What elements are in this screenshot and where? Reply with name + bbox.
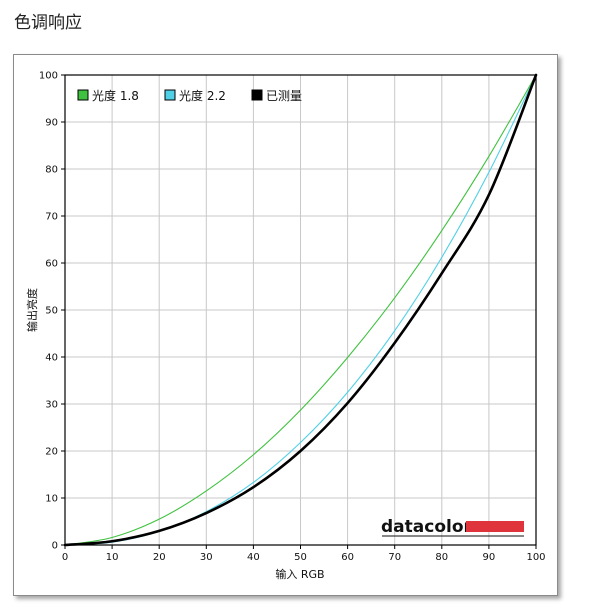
x-tick-label: 60 <box>341 552 354 563</box>
y-tick-label: 70 <box>45 212 58 223</box>
y-axis-title: 输出亮度 <box>25 288 39 332</box>
brand-wordmark: datacolor <box>381 517 473 537</box>
legend-swatch <box>164 89 176 101</box>
y-axis-ticks: 0 10 20 30 40 50 60 70 80 90 100 <box>39 71 65 552</box>
series-line-3 <box>63 73 538 547</box>
datacolor-logo: datacolor <box>381 517 524 537</box>
x-tick-label: 20 <box>153 552 166 563</box>
x-tick-label: 70 <box>388 552 401 563</box>
brand-accent-bar <box>466 521 524 532</box>
y-tick-label: 80 <box>45 165 58 176</box>
x-tick-label: 40 <box>247 552 260 563</box>
series-line-1 <box>64 74 537 546</box>
x-tick-label: 100 <box>526 552 545 563</box>
x-axis-ticks: 0 10 20 30 40 50 60 70 80 90 100 <box>62 545 546 563</box>
legend-label: 光度 1.8 <box>92 88 139 103</box>
x-tick-label: 90 <box>483 552 496 563</box>
y-tick-label: 30 <box>45 400 58 411</box>
y-tick-label: 60 <box>45 259 58 270</box>
x-tick-label: 30 <box>200 552 213 563</box>
y-tick-label: 100 <box>39 71 58 82</box>
chart-svg: 0 10 20 30 40 50 60 70 80 90 100 0 10 20 30 40 50 60 70 80… <box>25 71 546 582</box>
y-tick-label: 90 <box>45 118 58 129</box>
legend-label: 已测量 <box>266 89 302 103</box>
page-title: 色调响应 <box>14 13 82 33</box>
legend-swatch <box>251 89 263 101</box>
legend-swatch <box>77 89 89 101</box>
y-tick-label: 40 <box>45 353 58 364</box>
legend-label: 光度 2.2 <box>179 88 226 103</box>
x-tick-label: 10 <box>106 552 119 563</box>
x-tick-label: 50 <box>294 552 307 563</box>
series-lines <box>63 73 538 547</box>
x-axis-title: 输入 RGB <box>275 567 324 581</box>
x-tick-label: 0 <box>62 552 68 563</box>
y-tick-label: 10 <box>45 494 58 505</box>
x-tick-label: 80 <box>435 552 448 563</box>
y-tick-label: 50 <box>45 306 58 317</box>
grid-lines <box>65 75 536 545</box>
y-tick-label: 20 <box>45 447 58 458</box>
tone-response-chart: 0 10 20 30 40 50 60 70 80 90 100 0 10 20 30 40 50 60 70 80… <box>13 54 558 596</box>
legend: 光度 1.8 光度 2.2 已测量 <box>77 88 302 103</box>
y-tick-label: 0 <box>52 541 58 552</box>
